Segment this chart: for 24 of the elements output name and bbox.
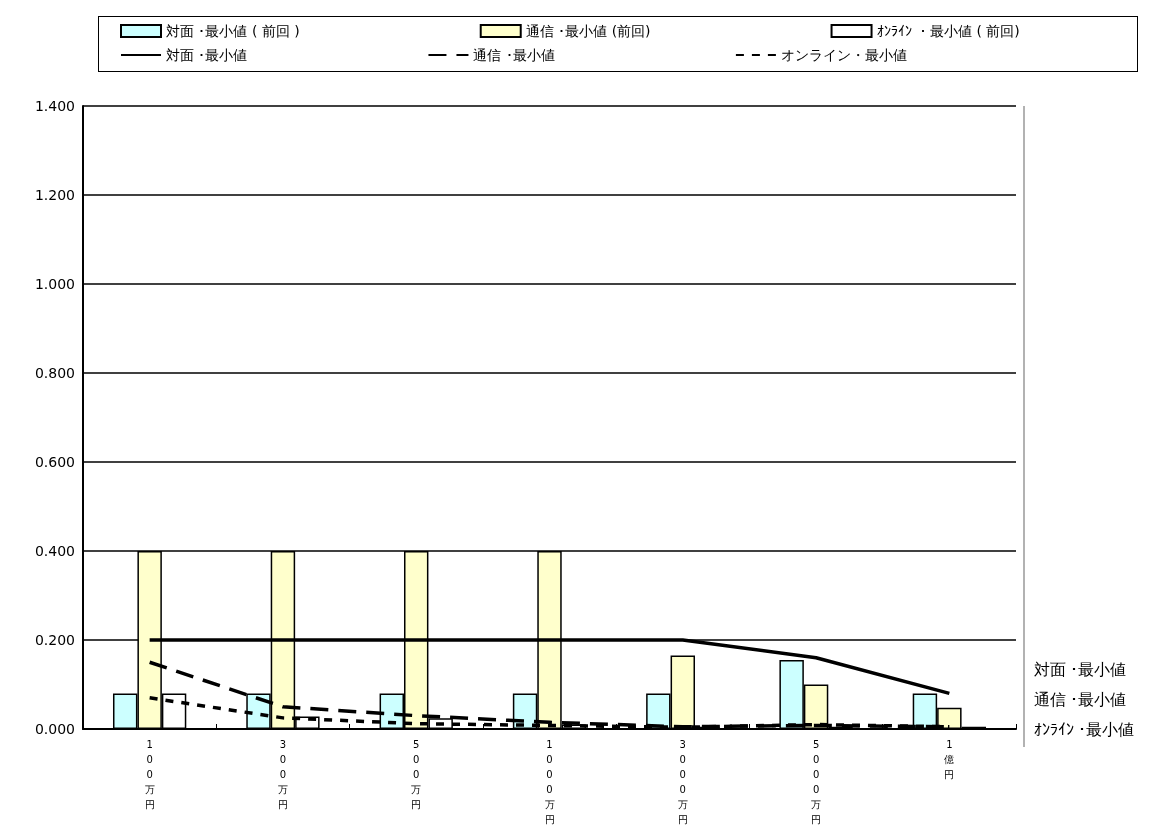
x-tick-label: 1000万円 <box>544 739 555 825</box>
x-tick-label: 500万円 <box>411 739 422 810</box>
y-tick-label: 0.400 <box>34 543 75 559</box>
x-tick-label: 100万円 <box>144 739 155 810</box>
x-tick-label: 1億円 <box>944 739 955 780</box>
legend-label: 対面 ･最小値 ( 前回 ) <box>166 23 300 39</box>
text: ｵﾝﾗｲﾝ ･最小値 <box>1034 720 1135 738</box>
text: 通信 ･最小値 <box>1034 690 1127 708</box>
legend-label: 対面 ･最小値 <box>166 47 248 63</box>
x-tick-label: 3000万円 <box>677 739 688 825</box>
y-tick-label: 0.000 <box>34 721 75 737</box>
y-tick-label: 0.200 <box>34 632 75 648</box>
y-tick-label: 0.600 <box>34 454 75 470</box>
x-tick-label: 300万円 <box>277 739 288 810</box>
y-tick-label: 1.400 <box>34 98 75 114</box>
legend-label: オンライン・最小値 <box>780 47 907 63</box>
legend-label: ｵﾝﾗｲﾝ ・最小値 ( 前回) <box>876 23 1020 39</box>
y-tick-label: 0.800 <box>34 365 75 381</box>
legend-label: 通信 ･最小値 (前回) <box>525 23 651 39</box>
y-tick-label: 1.000 <box>34 276 75 292</box>
y-tick-label: 1.200 <box>34 187 75 203</box>
legend-label: 通信 ･最小値 <box>473 47 555 63</box>
text: 対面 ･最小値 <box>1034 660 1127 678</box>
x-tick-label: 5000万円 <box>811 739 822 825</box>
